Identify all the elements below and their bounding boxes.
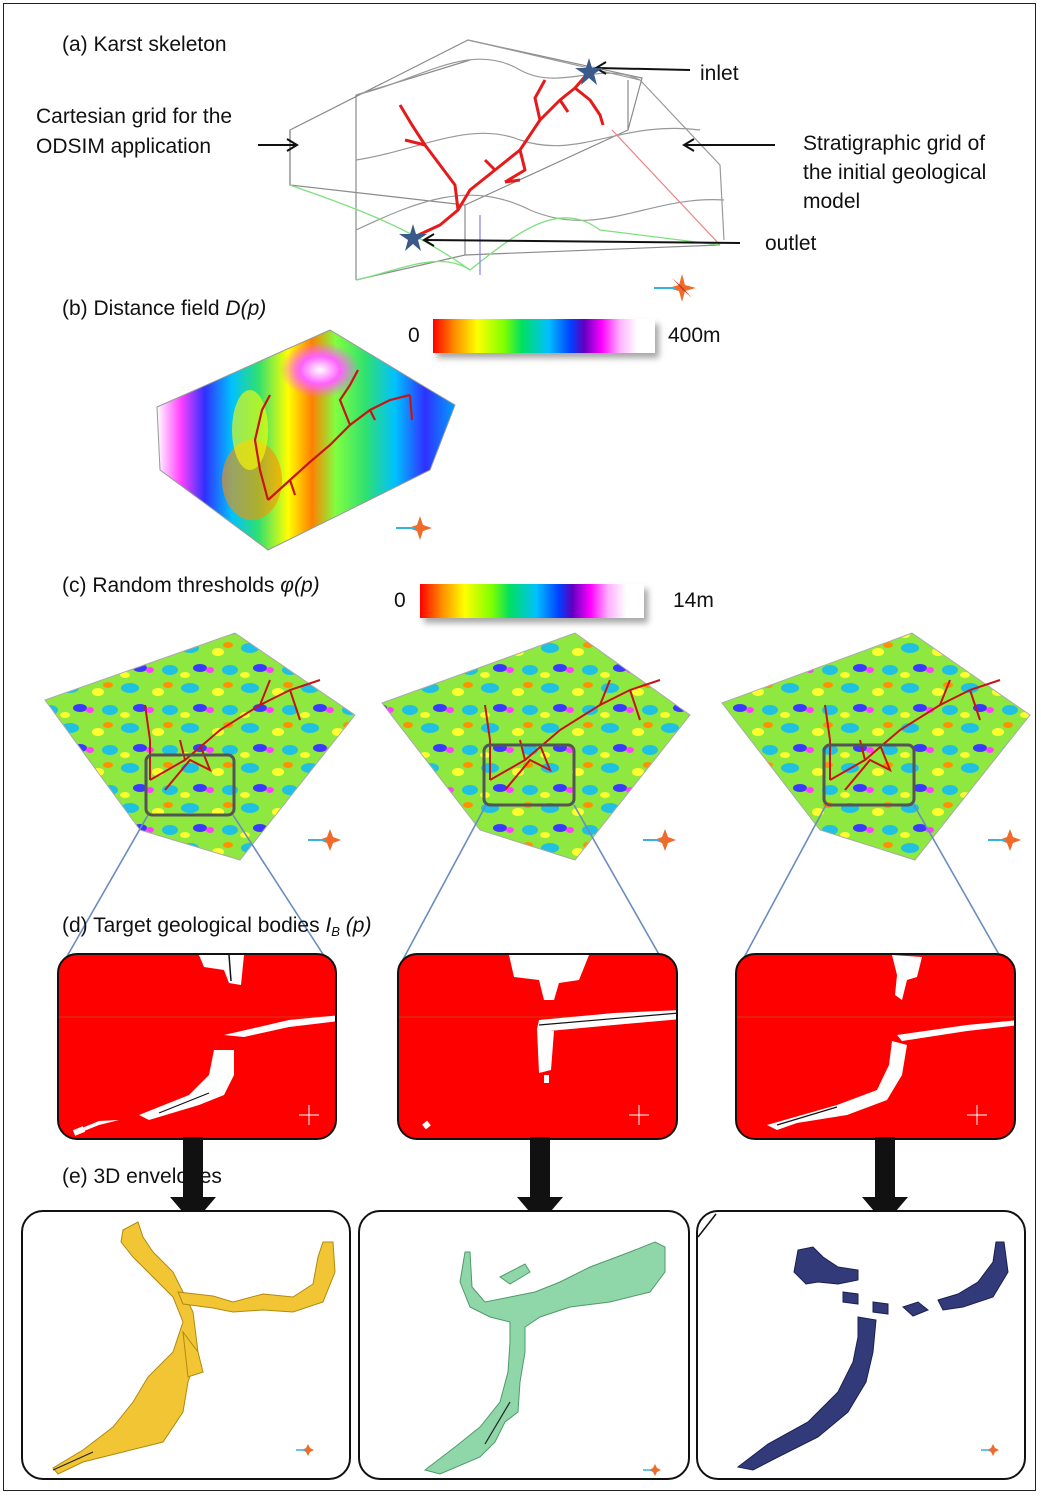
panel-c-title: (c) Random thresholds φ(p)	[62, 573, 320, 598]
envelope-panel-3	[696, 1210, 1026, 1480]
panel-e-title: (e) 3D envelopes	[62, 1165, 222, 1188]
panel-d-title: (d) Target geological bodies IB (p)	[62, 913, 371, 940]
distance-colorbar-min: 0	[408, 324, 420, 347]
threshold-block-1	[44, 632, 356, 861]
panel-d-symbol: I	[325, 914, 332, 937]
panel-d-title-text: (d) Target geological bodies	[62, 914, 326, 937]
inlet-star-icon	[575, 58, 603, 85]
compass-icon-b	[396, 516, 432, 540]
strat-label-line1: Stratigraphic grid of	[803, 132, 986, 155]
compass-icon-e1	[296, 1444, 314, 1456]
strat-label-line3: model	[803, 190, 861, 213]
panel-d-symbol-sub: B	[331, 924, 340, 939]
zoom-lines	[61, 804, 1006, 966]
compass-icon-d3	[967, 1105, 987, 1125]
target-body-panel-2	[397, 953, 678, 1140]
strat-label-line2: the initial geological	[803, 161, 987, 184]
envelope-panel-2	[358, 1210, 690, 1480]
threshold-colorbar-min: 0	[394, 589, 406, 612]
distance-colorbar-max: 400m	[668, 324, 721, 347]
threshold-block-2	[381, 632, 691, 861]
panel-b-title-text: (b) Distance field	[62, 297, 226, 320]
compass-icon-e3	[981, 1444, 999, 1456]
panel-d-symbol-tail: (p)	[339, 914, 372, 937]
inlet-label: inlet	[700, 62, 739, 85]
distance-colorbar	[433, 319, 655, 353]
figure-frame	[3, 3, 1036, 1491]
cartesian-label-line2: ODSIM application	[36, 135, 212, 158]
distance-field-skeleton	[253, 369, 414, 501]
cartesian-label-line1: Cartesian grid for the	[36, 105, 233, 128]
panel-c-title-text: (c) Random thresholds	[62, 574, 281, 597]
threshold-block-3	[721, 632, 1031, 861]
outlet-star-icon	[399, 224, 427, 251]
threshold-colorbar	[420, 584, 644, 618]
panel-b-title: (b) Distance field D(p)	[62, 296, 266, 321]
threshold-colorbar-max: 14m	[673, 589, 714, 612]
compass-icon-e2	[643, 1464, 661, 1476]
envelope-panel-1	[21, 1210, 351, 1480]
stratigraphic-grid	[355, 39, 725, 241]
outlet-label: outlet	[765, 232, 817, 255]
panel-a-title: (a) Karst skeleton	[62, 33, 227, 56]
compass-icon-a	[654, 274, 696, 302]
panel-c-symbol: φ(p)	[280, 574, 320, 597]
panel-b-symbol: D(p)	[225, 297, 267, 320]
target-body-panel-1	[57, 953, 337, 1140]
karst-skeleton	[398, 72, 605, 240]
compass-icon-d1	[299, 1105, 319, 1125]
compass-icon-d2	[629, 1105, 649, 1125]
